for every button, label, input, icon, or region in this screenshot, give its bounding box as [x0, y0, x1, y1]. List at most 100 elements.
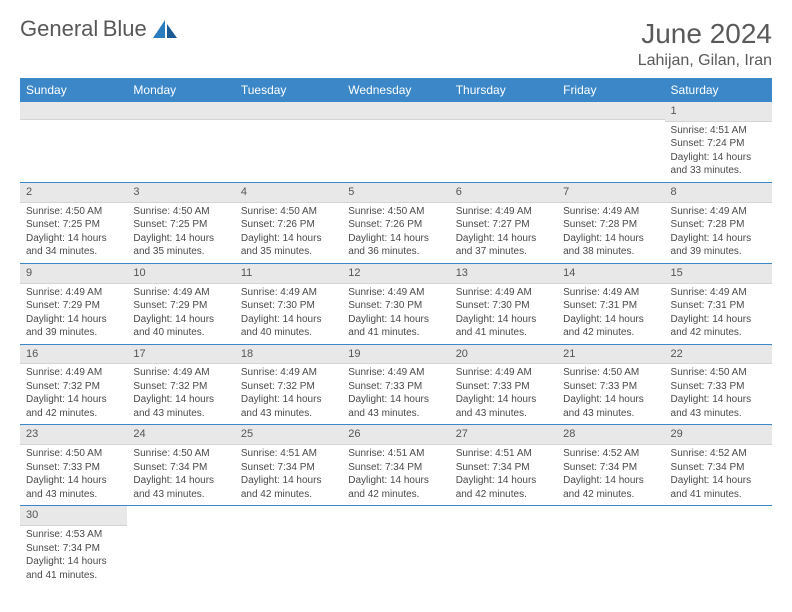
day-number: 20: [450, 345, 557, 365]
day-detail-line: and 40 minutes.: [241, 326, 336, 340]
day-details: Sunrise: 4:49 AMSunset: 7:27 PMDaylight:…: [450, 203, 557, 263]
day-detail-line: Sunset: 7:32 PM: [133, 380, 228, 394]
day-number: 10: [127, 264, 234, 284]
weekday-header: Saturday: [665, 78, 772, 102]
day-cell: 17Sunrise: 4:49 AMSunset: 7:32 PMDayligh…: [127, 344, 234, 425]
day-details: Sunrise: 4:50 AMSunset: 7:26 PMDaylight:…: [342, 203, 449, 263]
day-detail-line: Sunset: 7:27 PM: [456, 218, 551, 232]
title-block: June 2024 Lahijan, Gilan, Iran: [638, 18, 772, 70]
day-detail-line: and 41 minutes.: [671, 488, 766, 502]
day-cell: [450, 506, 557, 586]
week-row: 9Sunrise: 4:49 AMSunset: 7:29 PMDaylight…: [20, 263, 772, 344]
day-detail-line: Sunset: 7:31 PM: [563, 299, 658, 313]
day-detail-line: Daylight: 14 hours: [563, 474, 658, 488]
week-row: 1Sunrise: 4:51 AMSunset: 7:24 PMDaylight…: [20, 102, 772, 182]
day-cell: 7Sunrise: 4:49 AMSunset: 7:28 PMDaylight…: [557, 182, 664, 263]
brand-text-2: Blue: [103, 16, 147, 41]
weekday-header: Sunday: [20, 78, 127, 102]
day-number: 11: [235, 264, 342, 284]
empty-day-bar: [235, 102, 342, 120]
day-number: 29: [665, 425, 772, 445]
day-details: Sunrise: 4:49 AMSunset: 7:28 PMDaylight:…: [557, 203, 664, 263]
day-details: Sunrise: 4:50 AMSunset: 7:33 PMDaylight:…: [20, 445, 127, 505]
day-detail-line: Daylight: 14 hours: [241, 393, 336, 407]
page-header: General Blue June 2024 Lahijan, Gilan, I…: [20, 18, 772, 70]
day-cell: 28Sunrise: 4:52 AMSunset: 7:34 PMDayligh…: [557, 425, 664, 506]
day-detail-line: Daylight: 14 hours: [456, 313, 551, 327]
day-detail-line: Sunrise: 4:49 AM: [671, 205, 766, 219]
day-number: 14: [557, 264, 664, 284]
day-cell: 21Sunrise: 4:50 AMSunset: 7:33 PMDayligh…: [557, 344, 664, 425]
day-detail-line: and 42 minutes.: [26, 407, 121, 421]
day-detail-line: Sunrise: 4:50 AM: [348, 205, 443, 219]
day-details: Sunrise: 4:50 AMSunset: 7:33 PMDaylight:…: [665, 364, 772, 424]
day-cell: [557, 102, 664, 182]
day-details: Sunrise: 4:49 AMSunset: 7:33 PMDaylight:…: [342, 364, 449, 424]
day-details: Sunrise: 4:51 AMSunset: 7:34 PMDaylight:…: [235, 445, 342, 505]
day-detail-line: Sunset: 7:25 PM: [26, 218, 121, 232]
day-detail-line: Sunset: 7:33 PM: [456, 380, 551, 394]
day-cell: 30Sunrise: 4:53 AMSunset: 7:34 PMDayligh…: [20, 506, 127, 586]
location-text: Lahijan, Gilan, Iran: [638, 52, 772, 70]
day-number: 18: [235, 345, 342, 365]
day-details: Sunrise: 4:52 AMSunset: 7:34 PMDaylight:…: [665, 445, 772, 505]
day-detail-line: Daylight: 14 hours: [671, 313, 766, 327]
day-detail-line: Sunrise: 4:49 AM: [456, 286, 551, 300]
day-number: 22: [665, 345, 772, 365]
day-cell: [20, 102, 127, 182]
month-title: June 2024: [638, 18, 772, 50]
day-number: 5: [342, 183, 449, 203]
day-number: 3: [127, 183, 234, 203]
day-detail-line: Sunrise: 4:52 AM: [563, 447, 658, 461]
day-cell: [342, 506, 449, 586]
day-detail-line: and 43 minutes.: [348, 407, 443, 421]
day-detail-line: Daylight: 14 hours: [241, 313, 336, 327]
empty-day-bar: [557, 102, 664, 120]
day-detail-line: Sunrise: 4:53 AM: [26, 528, 121, 542]
day-cell: 13Sunrise: 4:49 AMSunset: 7:30 PMDayligh…: [450, 263, 557, 344]
day-cell: 16Sunrise: 4:49 AMSunset: 7:32 PMDayligh…: [20, 344, 127, 425]
day-detail-line: Sunrise: 4:51 AM: [348, 447, 443, 461]
day-details: Sunrise: 4:50 AMSunset: 7:25 PMDaylight:…: [20, 203, 127, 263]
day-detail-line: and 36 minutes.: [348, 245, 443, 259]
day-detail-line: Daylight: 14 hours: [456, 232, 551, 246]
sail-icon: [151, 18, 179, 47]
day-details: Sunrise: 4:52 AMSunset: 7:34 PMDaylight:…: [557, 445, 664, 505]
day-cell: 14Sunrise: 4:49 AMSunset: 7:31 PMDayligh…: [557, 263, 664, 344]
week-row: 2Sunrise: 4:50 AMSunset: 7:25 PMDaylight…: [20, 182, 772, 263]
day-detail-line: Sunrise: 4:49 AM: [456, 366, 551, 380]
day-cell: [557, 506, 664, 586]
day-details: Sunrise: 4:49 AMSunset: 7:32 PMDaylight:…: [235, 364, 342, 424]
day-detail-line: Sunset: 7:29 PM: [133, 299, 228, 313]
empty-day-bar: [450, 102, 557, 120]
day-cell: 9Sunrise: 4:49 AMSunset: 7:29 PMDaylight…: [20, 263, 127, 344]
day-cell: 25Sunrise: 4:51 AMSunset: 7:34 PMDayligh…: [235, 425, 342, 506]
day-number: 21: [557, 345, 664, 365]
day-cell: 26Sunrise: 4:51 AMSunset: 7:34 PMDayligh…: [342, 425, 449, 506]
empty-day-bar: [342, 102, 449, 120]
day-detail-line: Sunrise: 4:50 AM: [671, 366, 766, 380]
day-number: 30: [20, 506, 127, 526]
day-detail-line: and 43 minutes.: [133, 488, 228, 502]
calendar-table: SundayMondayTuesdayWednesdayThursdayFrid…: [20, 78, 772, 586]
day-detail-line: Sunrise: 4:49 AM: [348, 366, 443, 380]
day-detail-line: Sunrise: 4:49 AM: [241, 286, 336, 300]
day-cell: 22Sunrise: 4:50 AMSunset: 7:33 PMDayligh…: [665, 344, 772, 425]
day-detail-line: Daylight: 14 hours: [133, 393, 228, 407]
day-cell: 2Sunrise: 4:50 AMSunset: 7:25 PMDaylight…: [20, 182, 127, 263]
day-detail-line: Sunset: 7:30 PM: [241, 299, 336, 313]
week-row: 16Sunrise: 4:49 AMSunset: 7:32 PMDayligh…: [20, 344, 772, 425]
day-detail-line: and 43 minutes.: [241, 407, 336, 421]
day-detail-line: and 37 minutes.: [456, 245, 551, 259]
day-detail-line: and 38 minutes.: [563, 245, 658, 259]
day-detail-line: Sunset: 7:28 PM: [671, 218, 766, 232]
weekday-header: Wednesday: [342, 78, 449, 102]
day-detail-line: and 42 minutes.: [348, 488, 443, 502]
day-cell: 5Sunrise: 4:50 AMSunset: 7:26 PMDaylight…: [342, 182, 449, 263]
day-details: Sunrise: 4:50 AMSunset: 7:34 PMDaylight:…: [127, 445, 234, 505]
day-number: 26: [342, 425, 449, 445]
day-detail-line: and 41 minutes.: [348, 326, 443, 340]
day-number: 6: [450, 183, 557, 203]
empty-day-bar: [20, 102, 127, 120]
day-number: 27: [450, 425, 557, 445]
